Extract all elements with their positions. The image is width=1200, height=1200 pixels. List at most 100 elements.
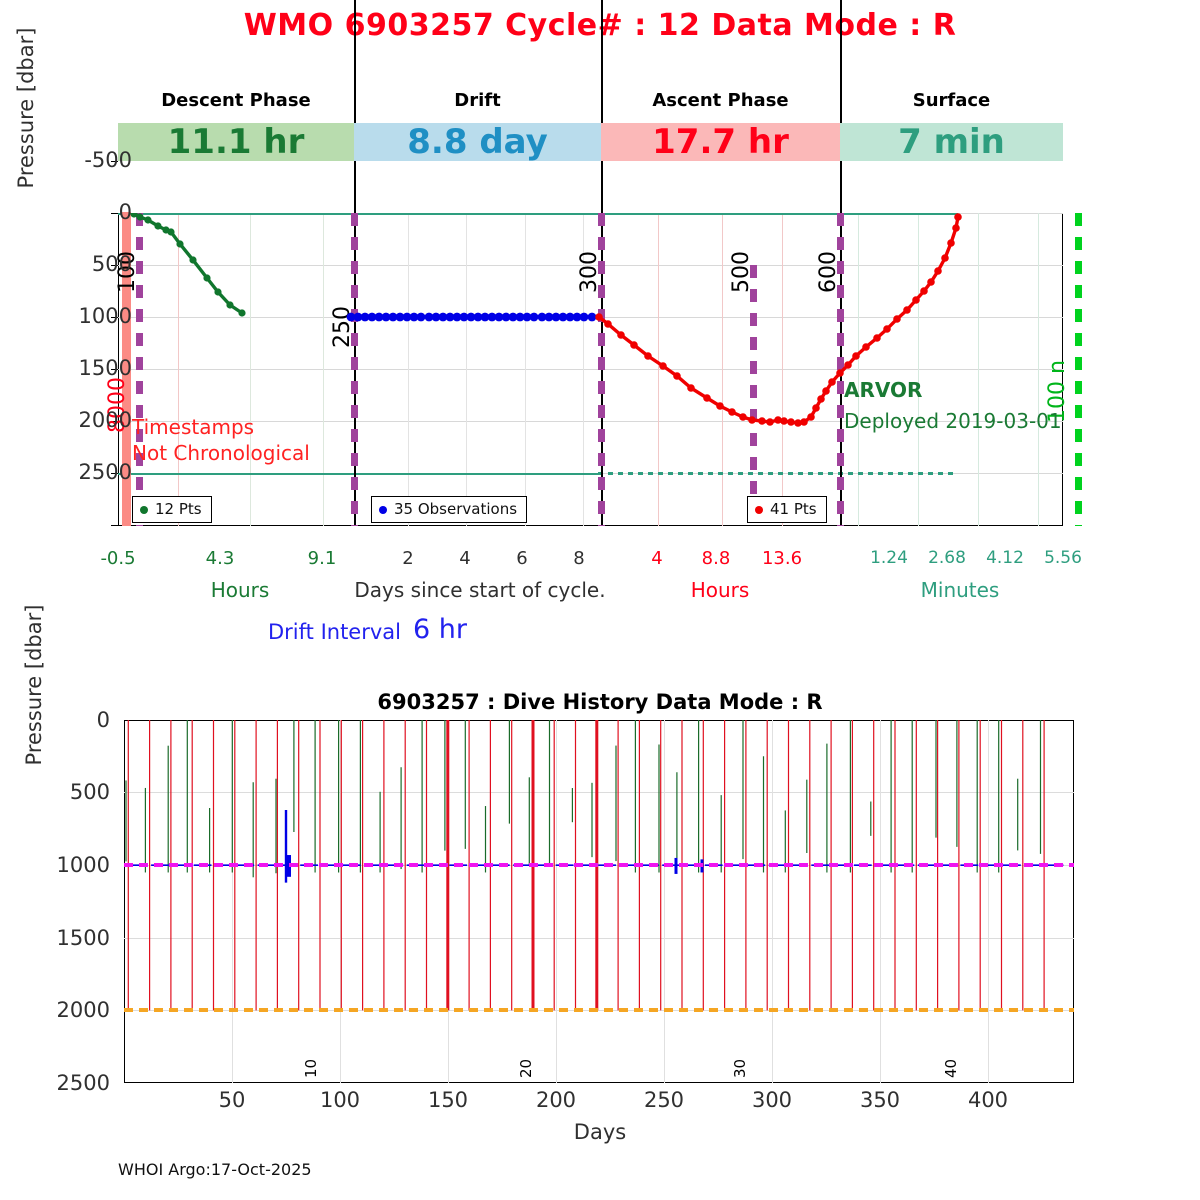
ytick-label: 2000	[78, 408, 132, 432]
y-axis-title-hist: Pressure [dbar]	[22, 604, 46, 766]
gridline-x	[772, 720, 773, 1083]
x-axis-title-ascent: Hours	[690, 578, 750, 602]
phase-duration-surface: 7 min	[840, 123, 1063, 161]
ytick-label: 1500	[78, 356, 132, 380]
gridline-x	[556, 720, 557, 1083]
timestamps-warning: Timestamps Not Chronological	[132, 414, 310, 466]
gridline-x	[658, 213, 659, 526]
xtick-label: 4	[651, 548, 663, 569]
float-type-label: ARVOR	[844, 378, 923, 402]
event-marker-100	[136, 213, 143, 526]
ytick-label: -500	[84, 148, 132, 172]
xtick-label-hist: 50	[218, 1088, 246, 1112]
xtick-label: 2	[402, 548, 414, 569]
gridline-x	[408, 213, 409, 526]
phase-duration-ascent: 17.7 hr	[601, 123, 840, 161]
ytick-label-hist: 500	[69, 780, 110, 804]
gridline-y	[124, 792, 1074, 793]
cycle-label-30: 30	[731, 1058, 749, 1078]
phase-title-ascent: Ascent Phase	[652, 90, 789, 111]
xtick-label: 13.6	[761, 548, 803, 569]
gridline-x	[466, 213, 467, 526]
timestamps-warning-line2: Not Chronological	[132, 441, 310, 465]
park-pressure-line	[124, 863, 1074, 867]
profile-depth-line-dotted	[598, 472, 958, 475]
gridline-y	[118, 369, 1063, 370]
phase-duration-descent: 11.1 hr	[118, 123, 354, 161]
legend-marker-icon	[755, 505, 763, 514]
cycle-label-20: 20	[517, 1058, 535, 1078]
dive-history-title: 6903257 : Dive History Data Mode : R	[377, 690, 823, 714]
gridline-x	[978, 213, 979, 526]
gridline-x	[988, 720, 989, 1083]
xtick-label: 5.56	[1044, 548, 1082, 568]
gridline-x	[722, 213, 723, 526]
gridline-x	[340, 720, 341, 1083]
legend-drift: 35 Observations	[371, 496, 528, 523]
x-axis-title-hist: Days	[573, 1120, 627, 1144]
x-axis-title-descent: Hours	[210, 578, 270, 602]
x-axis-title-drift: Days since start of cycle.	[354, 578, 606, 602]
ytick-label-hist: 2500	[56, 1071, 110, 1095]
surface-reference-line	[118, 213, 958, 215]
page-title: WMO 6903257 Cycle# : 12 Data Mode : R	[243, 8, 957, 43]
cycle-label-40: 40	[942, 1058, 960, 1078]
gridline-x	[664, 720, 665, 1083]
gridline-x	[918, 213, 919, 526]
xtick-label-hist: 300	[751, 1088, 793, 1112]
gridline-x	[880, 720, 881, 1083]
ytick-label: 1000	[78, 304, 132, 328]
legend-ascent: 41 Pts	[747, 496, 827, 523]
cycle-profile-chart: Descent Phase Drift Ascent Phase Surface…	[105, 0, 1082, 527]
xtick-label-hist: 200	[535, 1088, 577, 1112]
gridline-x	[583, 213, 584, 526]
y-axis-title-top: Pressure [dbar]	[14, 27, 38, 189]
xtick-label: 2.68	[928, 548, 966, 568]
gridline-x	[858, 213, 859, 526]
xtick-label-hist: 100	[319, 1088, 361, 1112]
drift-interval-label: Drift Interval	[268, 620, 401, 644]
phase-title-surface: Surface	[912, 90, 991, 111]
dive-history-traces	[125, 720, 1064, 1011]
gridline-y	[118, 421, 1063, 422]
ytick-label: 500	[91, 252, 132, 276]
xtick-label: -0.5	[100, 548, 136, 569]
phase-title-drift: Drift	[454, 90, 501, 111]
xtick-label-hist: 250	[643, 1088, 685, 1112]
ascent-points	[595, 213, 962, 427]
gridline-x	[525, 213, 526, 526]
xtick-label: 6	[516, 548, 528, 569]
legend-ascent-label: 41 Pts	[770, 500, 817, 518]
legend-marker-icon	[379, 505, 387, 514]
footer-text: WHOI Argo:17-Oct-2025	[118, 1160, 312, 1179]
xtick-label: 4.12	[986, 548, 1024, 568]
profile-depth-line	[118, 473, 598, 475]
ytick-label: 2500	[78, 460, 132, 484]
cycle-label-10: 10	[302, 1058, 320, 1078]
gridline-x	[178, 213, 179, 526]
gridline-x	[250, 213, 251, 526]
ytick-label-hist: 2000	[56, 998, 110, 1022]
gridline-y	[124, 938, 1074, 939]
ytick-label-hist: 0	[96, 708, 110, 732]
xtick-label: 8.8	[701, 548, 731, 569]
drift-points	[346, 312, 597, 322]
float-deployed-label: Deployed 2019-03-01	[844, 409, 1062, 433]
ytick-label-hist: 1500	[56, 926, 110, 950]
legend-descent-label: 12 Pts	[155, 500, 202, 518]
ytick-label-hist: 1000	[56, 853, 110, 877]
gridline-y	[118, 265, 1063, 266]
descent-points	[130, 213, 246, 317]
event-marker-surface	[1075, 213, 1082, 526]
event-marker-250	[351, 213, 358, 526]
xtick-label: 4	[459, 548, 471, 569]
timestamps-warning-line1: Timestamps	[132, 415, 255, 439]
event-marker-500	[750, 265, 757, 526]
profile-pressure-line	[124, 1008, 1074, 1012]
xtick-label-hist: 150	[427, 1088, 469, 1112]
dive-history-chart: 10 20 30 40	[124, 720, 1074, 1083]
xtick-label-hist: 350	[859, 1088, 901, 1112]
drift-interval-value: 6 hr	[413, 614, 467, 645]
cycle-start-bar	[122, 212, 131, 526]
x-axis-title-surface: Minutes	[920, 578, 1000, 602]
